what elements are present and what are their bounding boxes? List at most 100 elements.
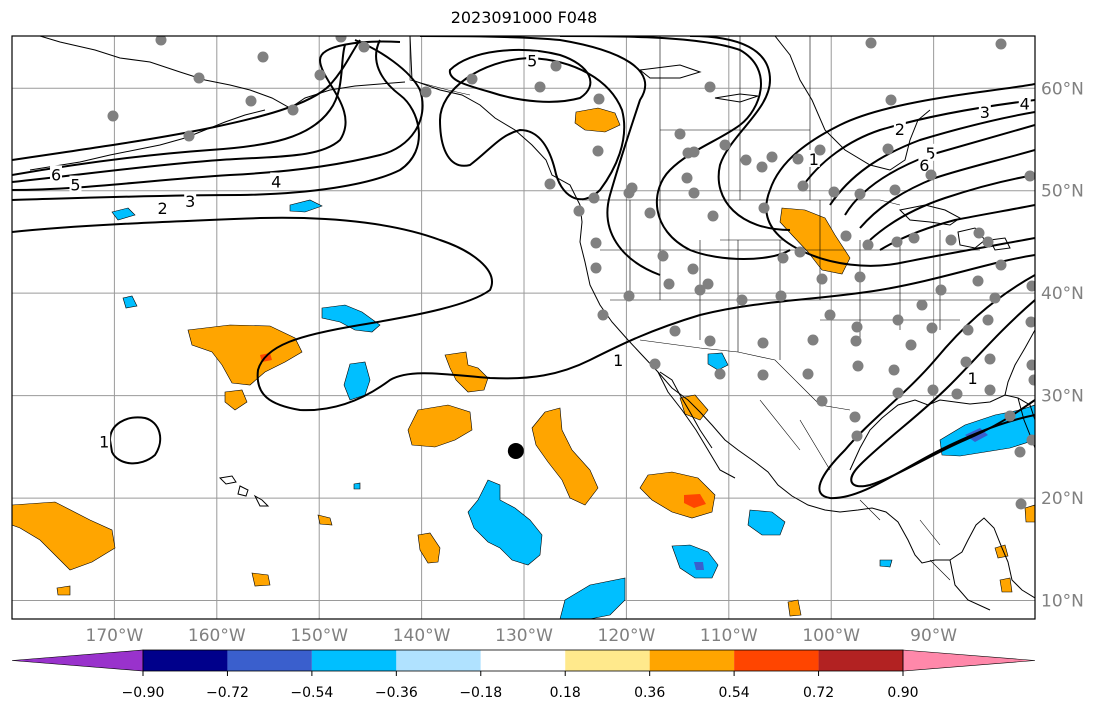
station-dot	[590, 262, 602, 274]
station-dot	[995, 38, 1007, 50]
contour-line	[879, 204, 1035, 251]
station-dot	[688, 187, 700, 199]
contour-label-bg	[270, 172, 283, 190]
contour-line	[448, 49, 592, 103]
atlantic-coastline	[1004, 329, 1035, 396]
contour-line	[12, 39, 420, 201]
station-dot	[960, 356, 972, 368]
contour-line	[12, 39, 424, 191]
contour-label: 4	[1020, 95, 1030, 114]
station-dot	[1026, 359, 1035, 371]
station-dot	[704, 81, 716, 93]
negative-anomaly-region	[467, 479, 543, 566]
station-dot	[593, 93, 605, 105]
negative-anomaly-region	[111, 207, 136, 221]
station-dot	[982, 314, 994, 326]
longitude-label: 90°W	[910, 626, 957, 646]
station-dot	[623, 187, 635, 199]
colorbar-tick-label: −0.90	[122, 685, 165, 701]
station-dot	[597, 309, 609, 321]
alaska-coastline	[39, 36, 406, 109]
station-dot	[984, 384, 996, 396]
longitude-labels: 170°W 160°W 150°W 140°W 130°W 120°W 110°W 100°W…	[86, 626, 958, 646]
colorbar-segment	[480, 650, 566, 671]
station-dot	[935, 284, 947, 296]
contour-label-bg	[526, 51, 539, 69]
great-lakes	[898, 204, 1011, 251]
station-dot	[1004, 410, 1016, 422]
positive-anomaly-region	[787, 599, 802, 617]
colorbar-tick-label: 0.90	[887, 685, 918, 701]
station-dot	[797, 180, 809, 192]
station-dot	[719, 139, 731, 151]
station-dot	[756, 161, 768, 173]
station-dot	[892, 314, 904, 326]
positive-anomaly-region	[417, 532, 441, 564]
contour-label-bg	[98, 432, 111, 450]
baja-west-coastline	[659, 371, 713, 449]
contour-label-bg	[156, 199, 169, 217]
station-dot	[854, 188, 866, 200]
latitude-label: 20°N	[1041, 489, 1084, 509]
map-frame	[11, 35, 1036, 620]
contour-label-bg	[893, 120, 906, 138]
station-dot	[1025, 316, 1035, 328]
contour-label: 1	[613, 351, 623, 370]
contour-line	[419, 36, 661, 276]
contour-label: 2	[895, 120, 905, 139]
station-dot	[681, 172, 693, 184]
station-dot	[663, 278, 675, 290]
positive-anomaly-region	[999, 577, 1013, 593]
hawaiian-islands	[218, 475, 270, 507]
longitude-label: 140°W	[393, 626, 451, 646]
longitude-label: 120°W	[598, 626, 656, 646]
station-dot	[688, 146, 700, 158]
station-dot	[925, 169, 937, 181]
contour-label: 1	[967, 369, 977, 388]
negative-anomaly-region	[559, 577, 626, 619]
colorbar-extend-min	[11, 649, 144, 672]
contour-line	[859, 149, 1035, 229]
latitude-label: 60°N	[1041, 79, 1084, 99]
station-dot	[916, 299, 928, 311]
contour-label-bg	[1018, 94, 1031, 112]
colorbar-extend-max	[902, 649, 1036, 672]
colorbar-segment	[818, 650, 903, 671]
negative-anomaly-region	[321, 304, 381, 333]
colorbar-segment	[227, 650, 312, 671]
station-dot	[851, 430, 863, 442]
station-dot	[669, 325, 681, 337]
station-dot	[945, 234, 957, 246]
political-boundaries	[409, 36, 1000, 581]
station-dot	[889, 184, 901, 196]
station-dot	[1015, 498, 1027, 510]
latitude-label: 50°N	[1041, 182, 1084, 202]
contour-line	[829, 111, 1035, 206]
contour-label: 3	[980, 103, 990, 122]
station-dot	[982, 236, 994, 248]
gulf-coastline	[849, 394, 1035, 471]
negative-anomaly-region	[671, 544, 719, 579]
positive-anomaly-region	[187, 324, 303, 386]
station-dot	[865, 37, 877, 49]
station-dot	[358, 41, 370, 53]
contour-line	[844, 124, 1035, 216]
positive-anomaly-region	[684, 494, 706, 508]
contour-label: 6	[919, 156, 929, 175]
contour-label: 5	[527, 52, 537, 71]
contour-label: 1	[809, 150, 819, 169]
station-dot	[740, 154, 752, 166]
longitude-label: 160°W	[188, 626, 246, 646]
contour-line	[869, 174, 1035, 241]
positive-anomaly-region	[444, 351, 489, 393]
negative-anomaly-region	[707, 352, 729, 371]
negative-anomaly-region	[747, 509, 786, 536]
contour-line	[818, 274, 1035, 500]
station-dot	[245, 95, 257, 107]
contour-line	[850, 299, 1035, 488]
station-dots	[107, 36, 1035, 510]
negative-anomaly-region	[289, 199, 323, 213]
colorbar-tick-label: 0.36	[634, 685, 665, 701]
canadian-province-borders	[659, 36, 811, 200]
station-dot	[757, 337, 769, 349]
